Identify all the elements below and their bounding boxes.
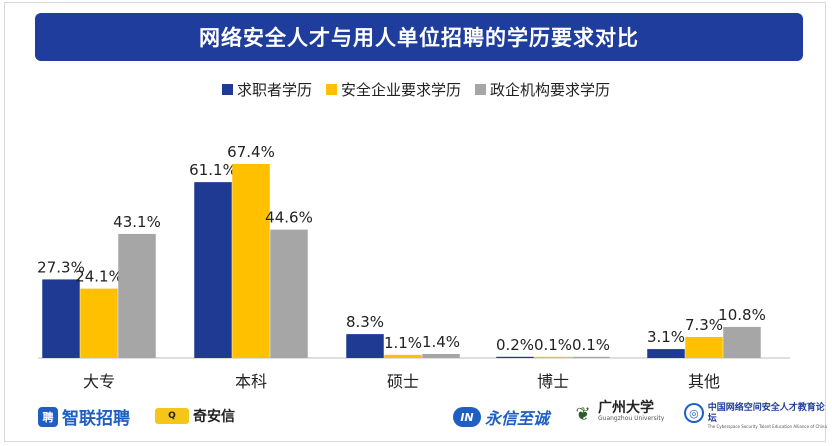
x-tick-label-0: 大专 [83,372,115,391]
data-label-2-3: 0.1% [572,336,610,354]
gzhu-logo-subtext: Guangzhou University [598,414,665,422]
data-label-0-0: 27.3% [37,258,85,276]
yongxin-logo: IN 永信至诚 [453,405,549,429]
bar-1-1 [232,164,270,358]
gzhu-logo-text: 广州大学 [598,400,654,416]
data-label-1-0: 24.1% [75,268,123,286]
bar-1-0 [80,288,118,358]
bar-0-4 [647,349,685,358]
legend-item-1: 安全企业要求学历 [325,79,461,100]
bar-2-1 [270,229,308,358]
bar-2-3 [572,356,610,358]
legend: 求职者学历 安全企业要求学历 政企机构要求学历 [0,79,832,100]
bar-0-3 [496,356,534,358]
zhilian-logo-text: 智联招聘 [62,409,130,429]
data-label-0-3: 0.2% [496,336,534,354]
yongxin-logo-icon: IN [453,407,481,427]
bar-0-2 [346,334,384,358]
x-tick-label-2: 硕士 [387,372,419,391]
data-label-2-0: 43.1% [113,213,161,231]
chart-frame [4,2,826,442]
gzhu-logo: ❦ 广州大学 Guangzhou University [572,401,664,427]
legend-label-1: 安全企业要求学历 [340,81,461,99]
yongxin-logo-text: 永信至诚 [485,409,550,428]
alliance-logo-subtext: The Cyberspace Security Talent Education… [707,423,827,429]
data-label-2-4: 10.8% [718,306,766,324]
qianxin-logo-text: 奇安信 [193,409,235,425]
legend-label-2: 政企机构要求学历 [490,81,611,99]
legend-item-2: 政企机构要求学历 [475,79,610,100]
data-label-0-1: 61.1% [189,161,237,179]
qianxin-logo-icon: Q [155,408,189,424]
bar-0-1 [194,182,232,358]
legend-swatch-0 [221,84,233,95]
alliance-logo-text: 中国网络空间安全人才教育论坛 [707,403,825,424]
zhilian-logo: 聘 智联招聘 [38,404,130,429]
legend-swatch-2 [475,84,486,95]
bar-2-2 [422,353,460,358]
bar-2-4 [723,326,761,358]
zhilian-logo-icon: 聘 [38,406,58,427]
bar-1-2 [384,354,422,358]
chart-title: 网络安全人才与用人单位招聘的学历要求对比 [199,26,639,50]
data-label-0-2: 8.3% [346,313,384,331]
data-label-1-4: 7.3% [685,316,723,334]
legend-label-0: 求职者学历 [236,81,312,99]
qianxin-logo: Q 奇安信 [155,406,235,426]
legend-item-0: 求职者学历 [221,79,312,100]
data-label-2-1: 44.6% [265,209,313,227]
bar-1-4 [685,336,723,358]
x-tick-label-1: 本科 [235,372,267,391]
x-tick-label-3: 博士 [537,372,569,391]
data-label-0-4: 3.1% [647,328,685,346]
alliance-logo-icon: ◎ [684,403,704,423]
legend-swatch-1 [325,84,337,95]
data-label-1-3: 0.1% [534,336,572,354]
gzhu-logo-icon: ❦ [575,403,591,425]
bar-0-0 [42,279,80,358]
bar-2-0 [118,233,156,358]
data-label-1-2: 1.1% [384,334,422,352]
alliance-logo: ◎ 中国网络空间安全人才教育论坛 The Cyberspace Security… [684,403,832,429]
bar-1-3 [534,356,572,358]
data-label-1-1: 67.4% [227,143,275,161]
data-label-2-2: 1.4% [422,333,460,351]
x-tick-label-4: 其他 [688,372,720,391]
title-bar: 网络安全人才与用人单位招聘的学历要求对比 [35,13,803,61]
